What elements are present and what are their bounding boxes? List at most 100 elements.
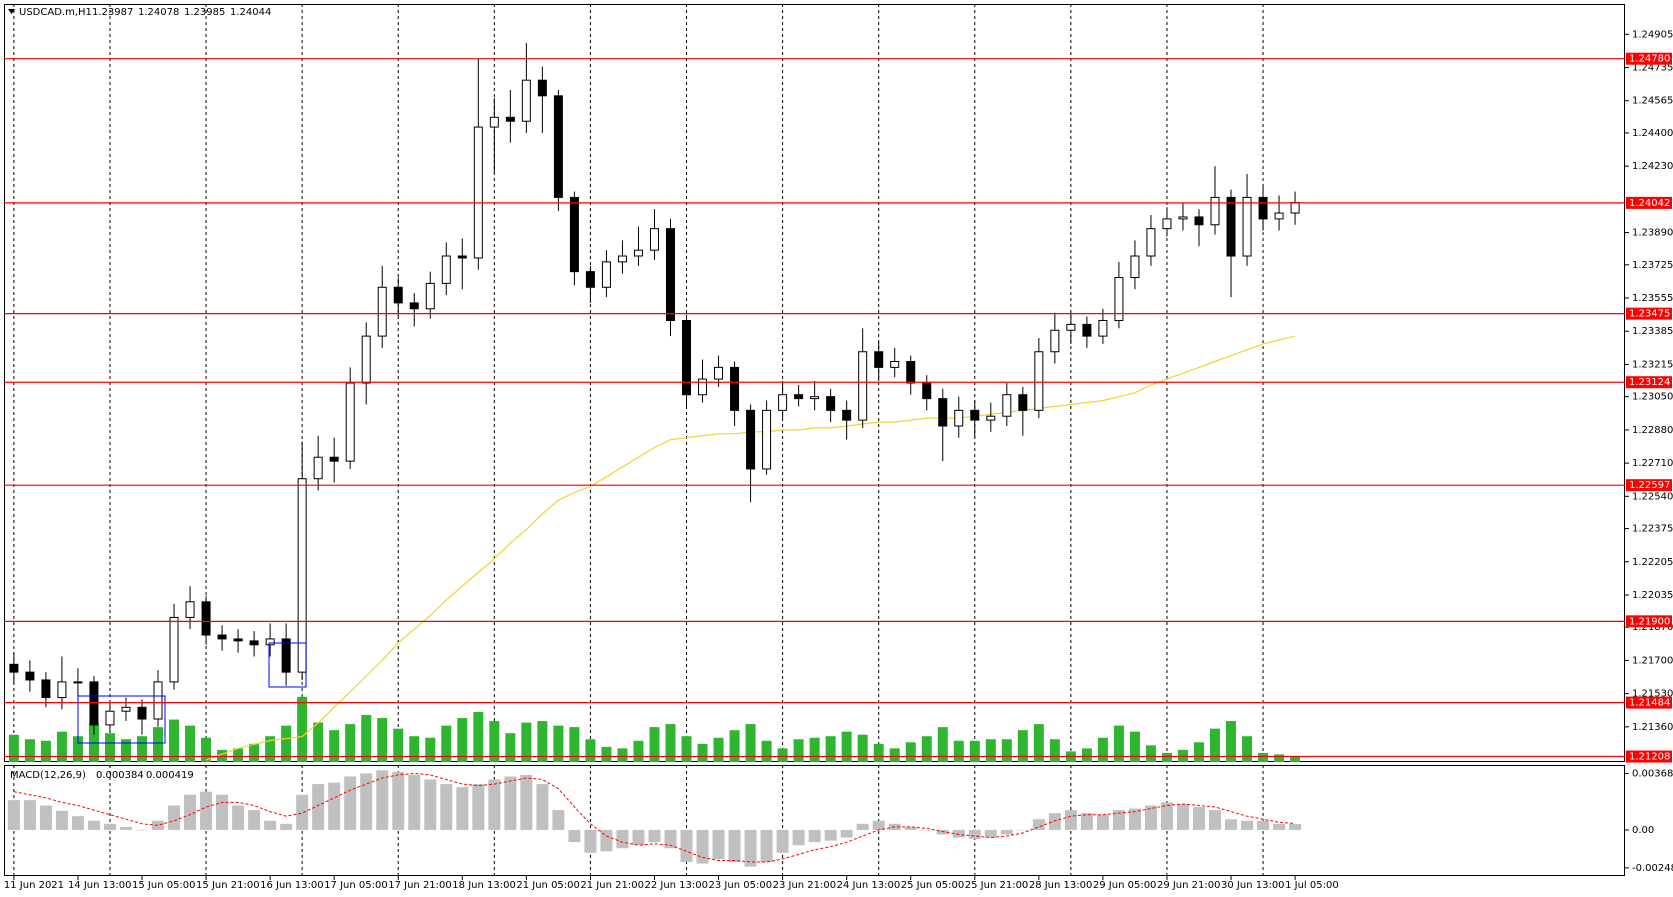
x-tick-label: 28 Jun 13:00	[1029, 880, 1093, 891]
y-tick-label: 1.22710	[1632, 458, 1673, 469]
candle-body	[649, 228, 659, 251]
level-label: 1.21900	[1629, 616, 1670, 627]
volume-bar	[361, 715, 372, 762]
candle-body	[265, 638, 275, 646]
volume-bar	[1033, 724, 1044, 762]
macd-bar	[408, 774, 421, 830]
candle-body	[217, 634, 227, 640]
candle-body	[826, 396, 836, 411]
candle-body	[858, 351, 868, 421]
y-tick-label: 1.22540	[1632, 491, 1673, 502]
candle-body	[1034, 351, 1044, 411]
macd-bar	[984, 829, 997, 838]
volume-bar	[281, 725, 292, 762]
candle-body	[537, 79, 547, 97]
level-label: 1.21484	[1629, 698, 1670, 709]
volume-bar	[649, 727, 660, 762]
volume-bar	[1113, 725, 1124, 762]
macd-bar	[1000, 829, 1013, 835]
volume-bar	[841, 731, 852, 762]
candle-body	[1194, 216, 1204, 226]
y-tick-label: 1.24230	[1632, 161, 1673, 172]
volume-bar	[1290, 755, 1301, 762]
volume-bar	[681, 736, 692, 762]
macd-readout: 0.000419	[146, 770, 194, 781]
macd-bar	[792, 829, 805, 846]
macd-bar	[87, 820, 100, 830]
volume-bar	[153, 727, 164, 762]
macd-bar	[728, 829, 741, 863]
candle-body	[137, 706, 147, 720]
volume-bar	[969, 740, 980, 762]
candle-body	[489, 116, 499, 128]
candle-body	[938, 398, 948, 427]
x-tick-label: 14 Jun 13:00	[68, 880, 132, 891]
volume-bar	[745, 724, 756, 762]
macd-bar	[312, 784, 325, 830]
volume-bar	[1097, 737, 1108, 762]
volume-bar	[793, 739, 804, 762]
volume-bar	[201, 737, 212, 762]
x-tick-label: 25 Jun 21:00	[965, 880, 1029, 891]
y-tick-label: 1.21700	[1632, 655, 1673, 666]
candle-body	[313, 456, 323, 480]
volume-bar	[825, 736, 836, 762]
volume-bar	[1226, 721, 1237, 762]
candle-body	[457, 255, 467, 259]
y-tick-label: 1.23890	[1632, 228, 1673, 239]
candle-body	[57, 681, 67, 699]
candle-body	[633, 249, 643, 257]
macd-bar	[376, 770, 389, 830]
level-tag	[1626, 52, 1672, 65]
y-tick-label: 1.21870	[1632, 622, 1673, 633]
volume-bar	[1001, 739, 1012, 762]
volume-bar	[1161, 752, 1172, 762]
macd-bar	[328, 782, 341, 830]
volume-bar	[1129, 731, 1140, 762]
macd-bar	[1016, 829, 1029, 831]
candle-body	[1098, 319, 1108, 337]
y-tick-label: 1.24905	[1632, 29, 1673, 40]
volume-bar	[1242, 736, 1253, 762]
candle-body	[1290, 201, 1300, 214]
y-tick-label: 1.21360	[1632, 722, 1673, 733]
volume-bar	[905, 742, 916, 762]
candle-body	[954, 409, 964, 427]
macd-readout: 0.000384	[96, 770, 144, 781]
volume-bar	[1258, 752, 1269, 762]
volume-bar	[633, 740, 644, 762]
x-tick-label: 22 Jun 13:00	[644, 880, 708, 891]
candle-body	[1242, 196, 1252, 257]
volume-bar	[761, 740, 772, 762]
macd-bar	[71, 816, 84, 830]
y-tick-label: 1.22880	[1632, 425, 1673, 436]
macd-bar	[232, 805, 245, 830]
macd-bar	[632, 829, 645, 846]
y-tick-label: 0.00	[1632, 825, 1654, 836]
candle-body	[730, 366, 740, 411]
signal-line	[13, 772, 1296, 863]
y-tick-label: 1.24735	[1632, 62, 1673, 73]
candle-body	[1146, 228, 1156, 257]
macd-bar	[1273, 823, 1286, 830]
macd-bar	[856, 823, 869, 830]
volume-bar	[313, 722, 324, 762]
volume-bar	[8, 734, 19, 762]
macd-bar	[344, 776, 357, 830]
macd-bar	[392, 771, 405, 830]
candle-body	[1162, 218, 1172, 230]
volume-bar	[1210, 728, 1221, 762]
candle-body	[1050, 329, 1060, 353]
macd-bar	[1289, 824, 1302, 830]
y-tick-label: 0.003688	[1632, 769, 1673, 780]
candle-body	[1114, 277, 1124, 321]
candle-body	[617, 255, 627, 263]
x-tick-label: 15 Jun 05:00	[132, 880, 196, 891]
volume-bar	[457, 718, 468, 762]
menu-arrow[interactable]	[8, 9, 15, 14]
volume-bar	[953, 740, 964, 762]
annotation-box[interactable]	[268, 642, 307, 688]
annotation-box[interactable]	[77, 695, 166, 744]
volume-bar	[169, 719, 180, 762]
macd-bar	[55, 810, 68, 830]
